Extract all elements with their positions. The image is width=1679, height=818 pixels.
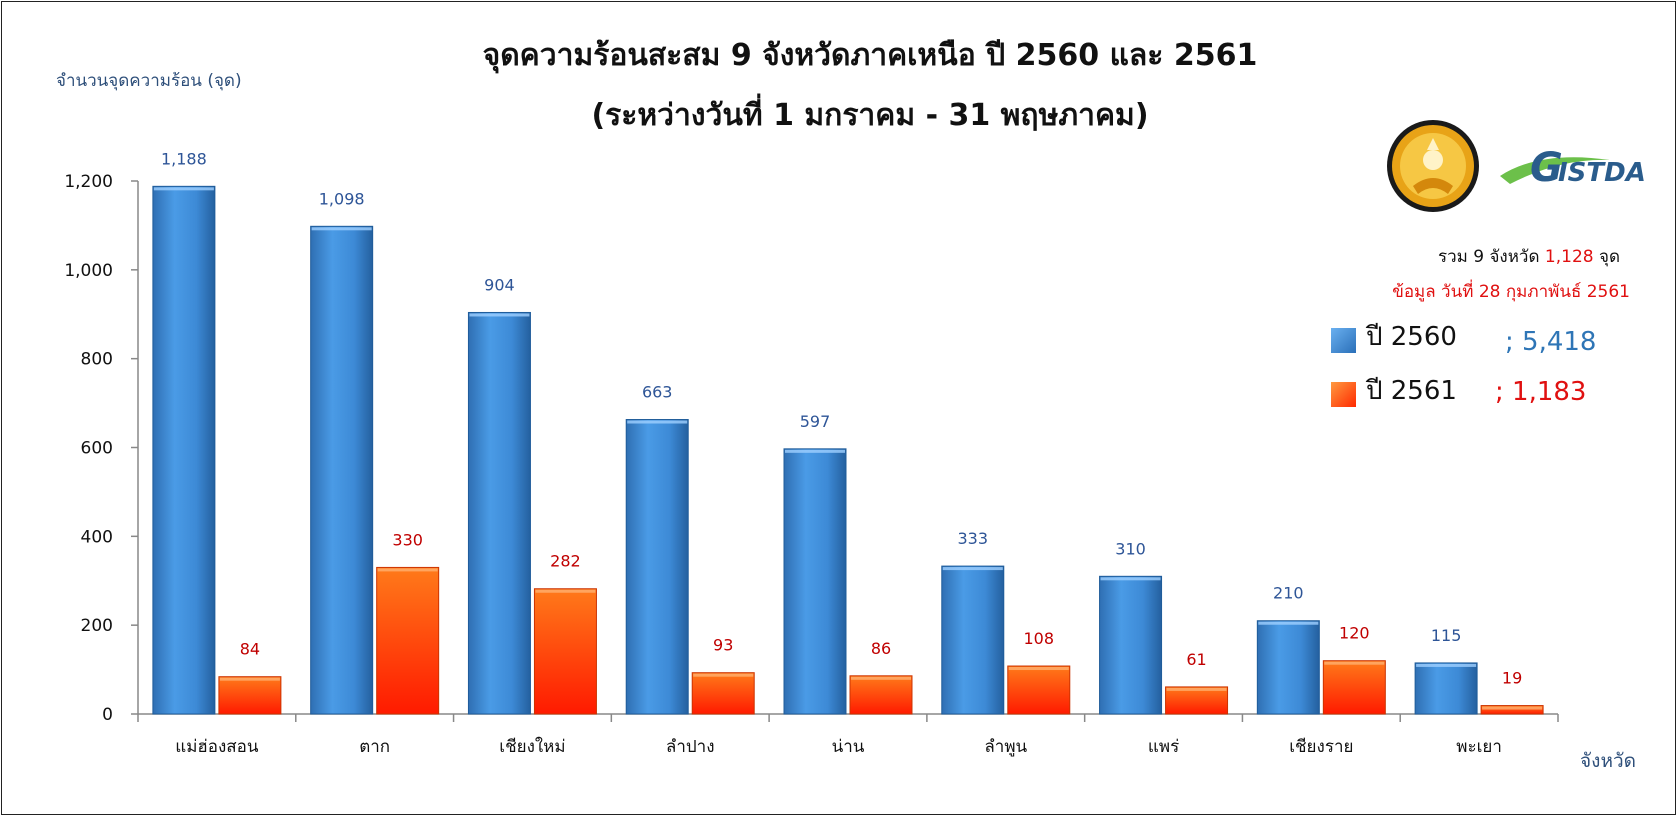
bar-2561 [1165, 686, 1229, 715]
data-label: 108 [1024, 629, 1055, 648]
category-label: เชียงใหม่ [499, 736, 565, 757]
bar-highlight [1482, 706, 1543, 710]
legend-swatch-2560 [1331, 328, 1356, 353]
y-tick-label: 800 [81, 350, 113, 370]
x-axis-label: จังหวัด [1580, 750, 1636, 772]
data-label: 597 [800, 412, 831, 431]
data-label: 333 [958, 529, 989, 548]
summary-line: รวม 9 จังหวัด 1,128 จุด [1438, 247, 1620, 267]
data-label: 93 [713, 636, 733, 655]
bar-2560 [625, 419, 689, 715]
bar-2560 [1414, 662, 1478, 715]
svg-text:ISTDA: ISTDA [1558, 158, 1646, 188]
svg-text:G: G [1530, 145, 1563, 191]
bar-highlight [785, 449, 845, 453]
data-label: 19 [1502, 669, 1522, 688]
y-axis-label: จำนวนจุดความร้อน (จุด) [56, 71, 242, 91]
category-label: ลำพูน [984, 737, 1027, 757]
bar-2560 [783, 448, 847, 715]
data-label: 310 [1115, 539, 1146, 558]
category-label: พะเยา [1456, 737, 1502, 757]
summary-suffix: จุด [1599, 247, 1620, 267]
bar-highlight [535, 589, 596, 593]
summary-value: 1,128 [1545, 247, 1594, 267]
bar-2560 [467, 311, 531, 715]
bar-highlight [1324, 661, 1385, 665]
y-tick-label: 1,000 [64, 261, 113, 281]
bar-2561 [218, 676, 282, 715]
bar-highlight [1100, 577, 1161, 581]
gistda-logo: G ISTDA [1500, 145, 1646, 191]
bar-2561 [376, 566, 440, 715]
bars [152, 185, 1544, 715]
category-label: ลำปาง [666, 737, 715, 757]
data-label: 330 [392, 530, 423, 549]
data-labels: 1,188 84 1,098 330 904 282 663 93 597 86 333 108 310… [161, 149, 1522, 687]
data-label: 663 [642, 383, 673, 402]
bar-highlight [627, 420, 688, 424]
category-label: แม่ฮ่องสอน [175, 737, 259, 757]
data-label: 86 [871, 639, 891, 658]
bar-2560 [152, 185, 216, 715]
bar-highlight [469, 313, 530, 317]
data-label: 282 [550, 552, 581, 571]
bar-2561 [691, 672, 755, 715]
data-label: 84 [240, 640, 260, 659]
data-label: 210 [1273, 584, 1304, 603]
bar-highlight [1416, 663, 1477, 667]
data-label: 1,188 [161, 149, 207, 168]
summary-prefix: รวม 9 จังหวัด [1438, 247, 1540, 267]
data-date-note: ข้อมูล วันที่ 28 กุมภาพันธ์ 2561 [1392, 279, 1630, 302]
legend-total-2560: ; 5,418 [1505, 327, 1596, 357]
bar-2560 [310, 225, 374, 715]
category-label: แพร่ [1148, 737, 1179, 757]
bar-2560 [1256, 620, 1320, 715]
bar-highlight [219, 677, 280, 681]
legend: ปี 2560 ; 5,418 ปี 2561 ; 1,183 [1331, 322, 1596, 407]
legend-label-2561: ปี 2561 [1365, 376, 1457, 406]
bar-highlight [1166, 687, 1227, 691]
bar-2561 [1480, 705, 1544, 715]
bar-2561 [849, 675, 913, 715]
legend-label-2560: ปี 2560 [1365, 322, 1457, 352]
y-tick-label: 600 [81, 439, 113, 459]
data-label: 120 [1339, 624, 1370, 643]
x-ticks [137, 714, 1559, 722]
chart-title: จุดความร้อนสะสม 9 จังหวัดภาคเหนือ ปี 256… [483, 38, 1258, 74]
y-tick-label: 1,200 [64, 172, 113, 192]
y-tick-label: 0 [102, 705, 113, 725]
bar-highlight [153, 187, 214, 191]
bar-highlight [942, 567, 1003, 571]
bar-highlight [311, 227, 372, 231]
y-ticks: 0 200 400 600 800 1,000 1,200 [64, 172, 138, 725]
data-label: 61 [1186, 650, 1206, 669]
data-label: 1,098 [319, 189, 365, 208]
bar-highlight [1258, 621, 1319, 625]
bar-highlight [377, 568, 438, 572]
bar-2561 [1322, 660, 1386, 715]
chart-subtitle: (ระหว่างวันที่ 1 มกราคม - 31 พฤษภาคม) [591, 93, 1148, 133]
category-label: ตาก [359, 737, 390, 757]
legend-swatch-2561 [1331, 382, 1356, 407]
data-label: 904 [484, 275, 515, 294]
bar-2561 [533, 588, 597, 715]
ministry-seal-logo [1387, 120, 1479, 212]
bar-2560 [941, 565, 1005, 715]
data-label: 115 [1431, 626, 1462, 645]
legend-total-2561: ; 1,183 [1495, 377, 1586, 407]
bar-highlight [851, 676, 911, 680]
bar-2560 [1099, 575, 1163, 715]
bar-highlight [1008, 667, 1069, 671]
category-labels: แม่ฮ่องสอน ตาก เชียงใหม่ ลำปาง น่าน ลำพูน แพร่… [175, 736, 1502, 757]
category-label: เชียงราย [1289, 737, 1353, 757]
category-label: น่าน [832, 737, 865, 757]
bar-2561 [1007, 665, 1071, 715]
bar-highlight [693, 673, 754, 677]
y-tick-label: 200 [81, 616, 113, 636]
y-tick-label: 400 [81, 527, 113, 547]
